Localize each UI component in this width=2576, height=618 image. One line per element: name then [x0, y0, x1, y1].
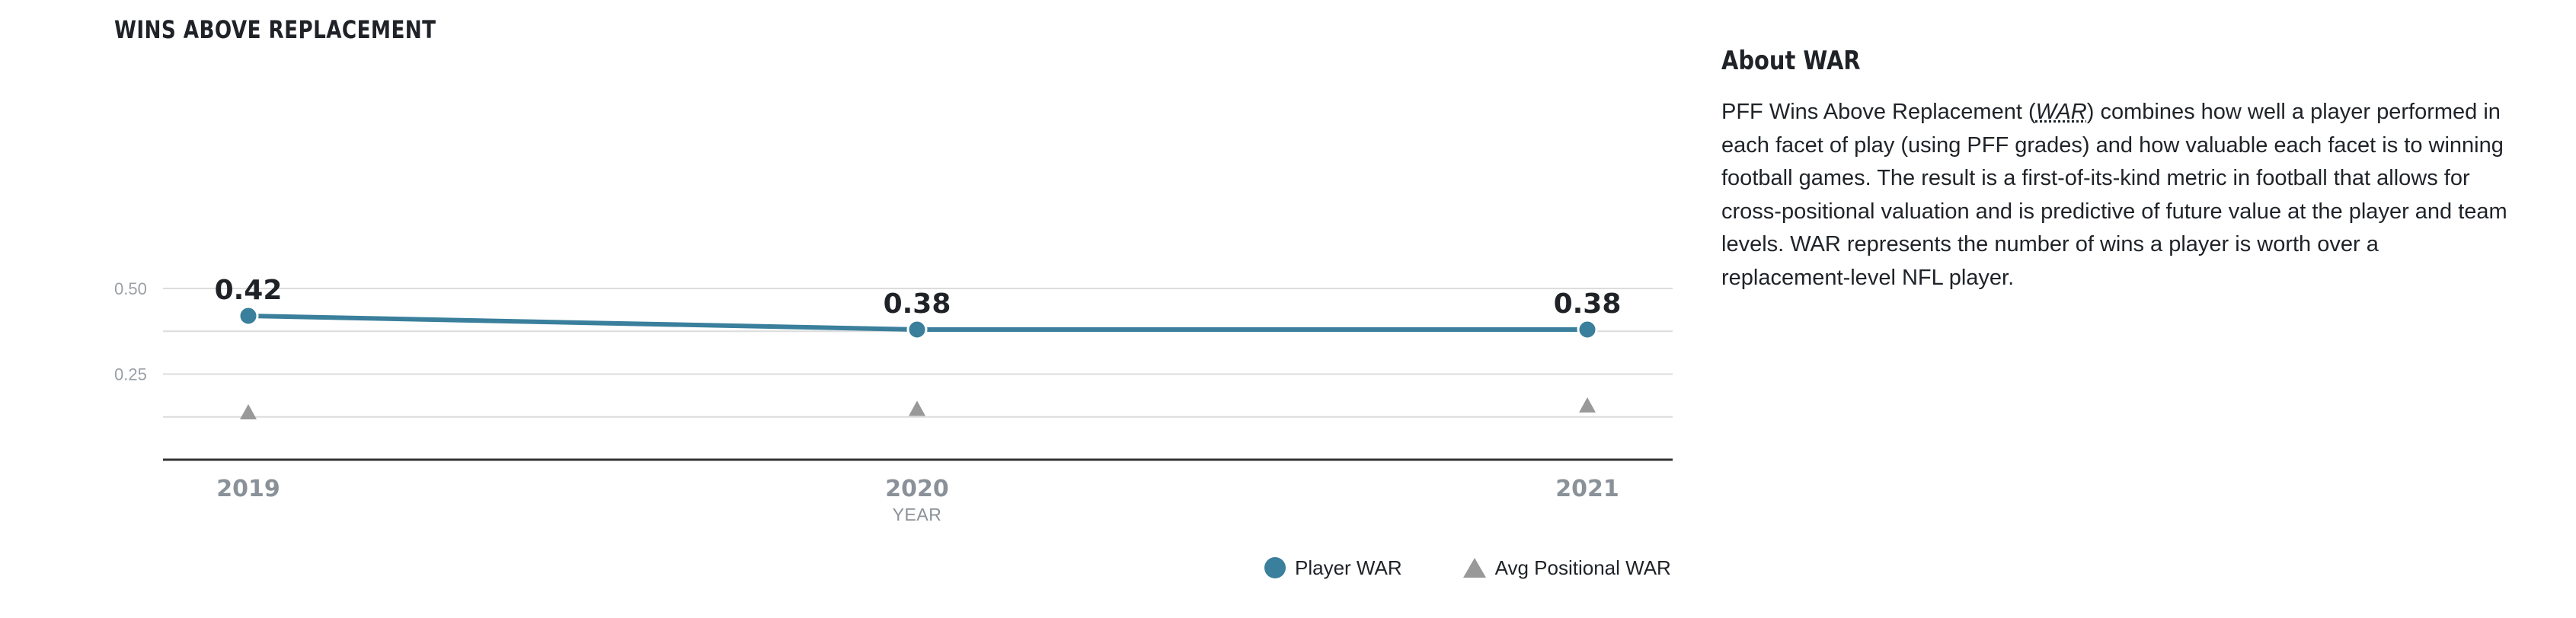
player-war-data-label: 0.38	[884, 288, 951, 320]
war-abbreviation: WAR	[2035, 100, 2087, 124]
labels-layer: 0.42 0.38 0.38	[215, 275, 1622, 320]
player-war-data-label: 0.38	[1554, 288, 1622, 320]
y-tick-label: 0.25	[114, 365, 147, 384]
legend-item-player-war: Player WAR	[1264, 556, 1402, 580]
player-war-point	[906, 319, 928, 340]
war-line-chart: 0.25 0.50 2019 2020 2021 YEAR 0.42 0.38 0.38	[114, 275, 1673, 524]
player-war-data-label: 0.42	[215, 275, 283, 306]
y-tick-label: 0.50	[114, 279, 147, 298]
legend-label-player-war: Player WAR	[1295, 556, 1402, 579]
about-war-panel: About WAR PFF Wins Above Replacement (WA…	[1721, 46, 2514, 295]
legend-item-avg-positional-war: Avg Positional WAR	[1462, 556, 1671, 580]
avg-positional-war-point	[240, 404, 257, 419]
about-text-rest: ) combines how well a player performed i…	[1721, 100, 2507, 290]
about-text-start: PFF Wins Above Replacement (	[1721, 100, 2036, 124]
about-text: PFF Wins Above Replacement (WAR) combine…	[1721, 96, 2514, 295]
series-layer	[238, 305, 1598, 419]
about-title: About WAR	[1721, 46, 1861, 76]
triangle-marker-icon	[1462, 558, 1486, 578]
x-tick-label: 2021	[1555, 476, 1619, 502]
legend-label-avg-positional-war: Avg Positional WAR	[1494, 556, 1671, 579]
x-axis-title: YEAR	[893, 505, 942, 524]
player-war-point	[238, 305, 259, 327]
x-tick-label: 2019	[216, 476, 280, 502]
avg-positional-war-point	[909, 400, 925, 416]
chart-legend: Player WAR Avg Positional WAR	[1264, 553, 1671, 583]
x-tick-label: 2020	[885, 476, 949, 502]
circle-marker-icon	[1264, 557, 1286, 578]
chart-title: WINS ABOVE REPLACEMENT	[114, 15, 436, 44]
x-axis: 2019 2020 2021 YEAR	[163, 458, 1673, 524]
player-war-point	[1577, 319, 1598, 340]
avg-positional-war-point	[1579, 397, 1596, 413]
